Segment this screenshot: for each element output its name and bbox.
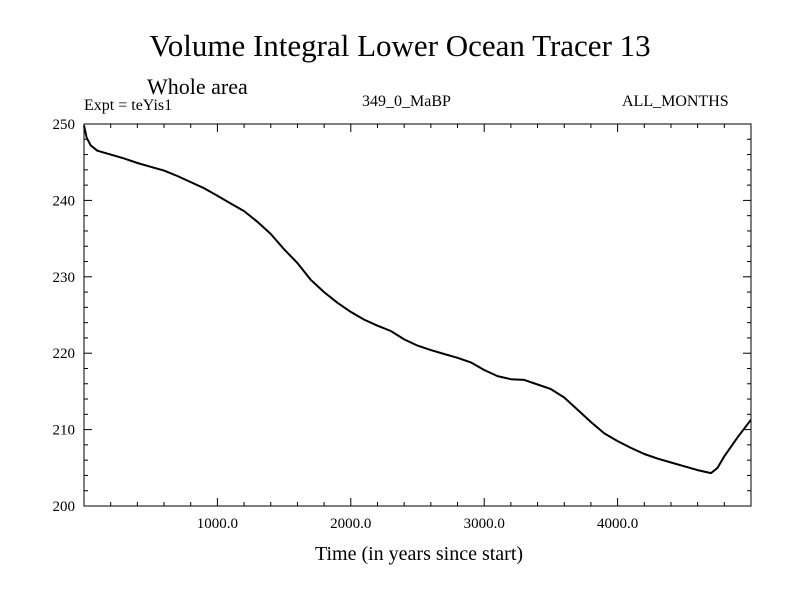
experiment-label: Expt = teYis1: [84, 97, 173, 114]
series-group: [83, 125, 752, 475]
period-label: 349_0_MaBP: [362, 93, 451, 110]
axis-ticks: [84, 123, 751, 507]
x-tick-label: 3000.0: [464, 516, 505, 532]
x-tick-label: 1000.0: [197, 516, 238, 532]
x-tick-label: 2000.0: [330, 516, 371, 532]
chart-title: Volume Integral Lower Ocean Tracer 13: [149, 28, 651, 63]
series-line-teYis1: [83, 125, 752, 475]
axis-tick-labels: 200 210 220 230 240 250 1000.0 2000.0 3000.0 4000…: [53, 117, 639, 532]
y-tick-label: 250: [53, 117, 76, 133]
y-tick-label: 200: [53, 499, 76, 515]
y-tick-label: 220: [53, 346, 76, 362]
y-tick-label: 240: [53, 193, 76, 209]
plot-frame: [83, 123, 752, 507]
x-tick-label: 4000.0: [597, 516, 638, 532]
months-label: ALL_MONTHS: [622, 93, 729, 110]
y-tick-label: 210: [53, 423, 76, 439]
y-tick-label: 230: [53, 270, 76, 286]
chart-subtitle: Whole area: [147, 74, 248, 99]
x-axis-label: Time (in years since start): [314, 543, 524, 565]
